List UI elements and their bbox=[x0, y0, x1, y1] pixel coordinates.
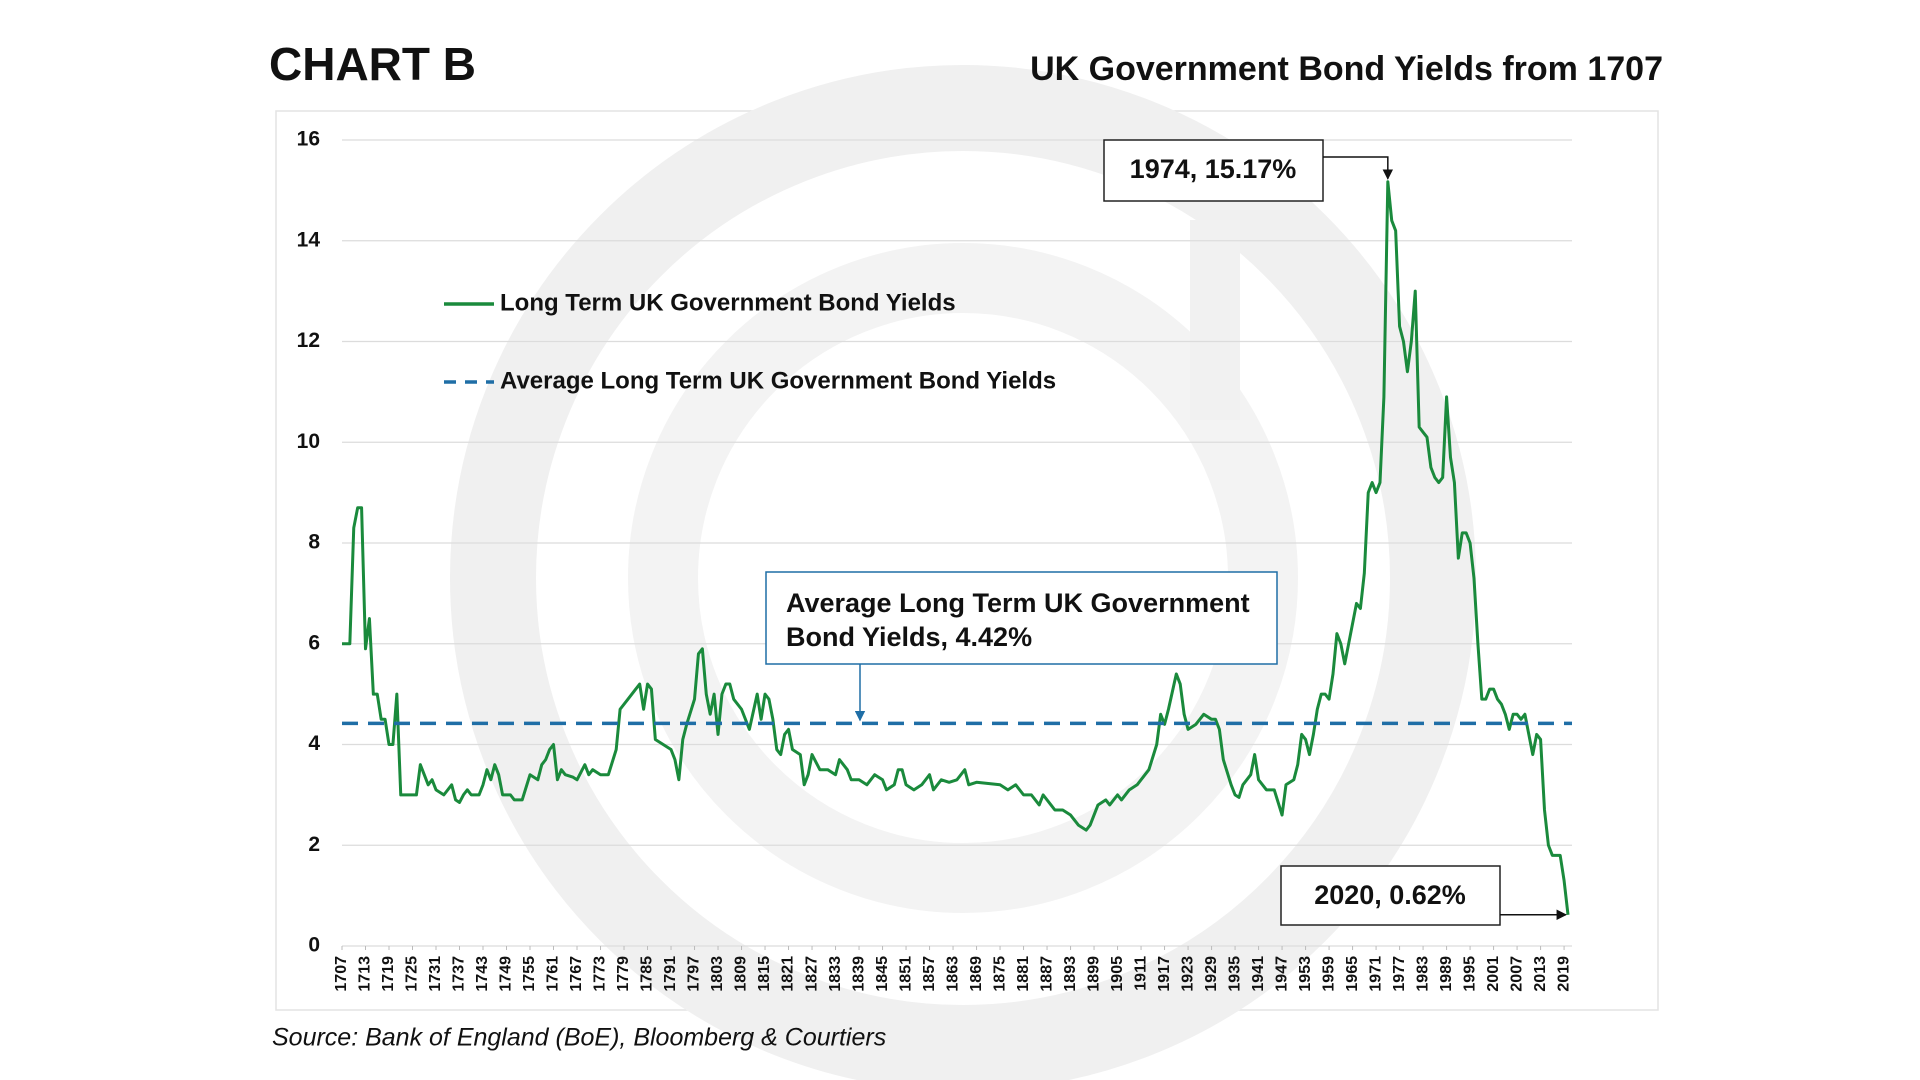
x-tick-label: 1917 bbox=[1156, 956, 1173, 992]
y-tick-label: 8 bbox=[308, 531, 320, 554]
annotation-box bbox=[1103, 139, 1324, 202]
x-tick-label: 1833 bbox=[827, 956, 844, 992]
x-tick-label: 1899 bbox=[1085, 956, 1102, 992]
y-tick-label: 0 bbox=[308, 934, 320, 957]
y-tick-label: 14 bbox=[297, 228, 321, 251]
x-tick-label: 2019 bbox=[1555, 956, 1572, 992]
x-tick-label: 1959 bbox=[1320, 956, 1337, 992]
x-tick-label: 1797 bbox=[686, 956, 703, 992]
annotation-arrow bbox=[1323, 156, 1394, 180]
x-tick-label: 1851 bbox=[897, 956, 914, 992]
chart-label: CHART B bbox=[269, 38, 476, 90]
y-tick-label: 16 bbox=[297, 128, 320, 151]
x-tick-label: 1983 bbox=[1414, 956, 1431, 992]
series-line bbox=[342, 180, 1570, 915]
annotation-box bbox=[1280, 865, 1501, 926]
y-tick-label: 4 bbox=[308, 732, 320, 755]
x-tick-label: 1905 bbox=[1109, 956, 1126, 992]
x-tick-label: 1839 bbox=[850, 956, 867, 992]
legend-label: Average Long Term UK Government Bond Yie… bbox=[500, 367, 1056, 394]
x-tick-label: 2007 bbox=[1508, 956, 1525, 992]
x-tick-label: 1977 bbox=[1391, 956, 1408, 992]
x-tick-label: 2013 bbox=[1532, 956, 1549, 992]
x-tick-label: 1809 bbox=[733, 956, 750, 992]
x-tick-label: 1725 bbox=[404, 956, 421, 992]
y-tick-label: 6 bbox=[308, 631, 320, 654]
y-tick-label: 2 bbox=[308, 833, 320, 856]
annotation-label: 1974, 15.17% bbox=[1130, 154, 1297, 184]
x-tick-label: 1803 bbox=[709, 956, 726, 992]
x-tick-label: 1935 bbox=[1226, 956, 1243, 992]
legend-label: Long Term UK Government Bond Yields bbox=[500, 289, 956, 316]
x-tick-label: 1761 bbox=[545, 956, 562, 992]
x-tick-label: 1965 bbox=[1344, 956, 1361, 992]
x-tick-label: 1785 bbox=[639, 956, 656, 992]
chart-title: UK Government Bond Yields from 1707 bbox=[1030, 50, 1663, 88]
x-tick-label: 1743 bbox=[474, 956, 491, 992]
x-tick-label: 1815 bbox=[756, 956, 773, 992]
x-tick-label: 1863 bbox=[944, 956, 961, 992]
annotation-box bbox=[765, 571, 1278, 665]
x-tick-label: 1827 bbox=[803, 956, 820, 992]
x-tick-label: 1947 bbox=[1273, 956, 1290, 992]
x-tick-label: 1755 bbox=[521, 956, 538, 992]
x-tick-label: 2001 bbox=[1485, 956, 1502, 992]
x-tick-label: 1869 bbox=[968, 956, 985, 992]
x-tick-label: 1767 bbox=[568, 956, 585, 992]
annotation-label: Average Long Term UK Government bbox=[786, 588, 1250, 618]
x-tick-label: 1875 bbox=[991, 956, 1008, 992]
x-tick-label: 1941 bbox=[1250, 956, 1267, 992]
x-tick-label: 1887 bbox=[1038, 956, 1055, 992]
x-tick-label: 1773 bbox=[592, 956, 609, 992]
x-tick-label: 1953 bbox=[1297, 956, 1314, 992]
labels: 0 2 4 6 8 10 12 14 16 1707 1713 1719 1725 1731 1737 174… bbox=[297, 128, 1573, 992]
marks bbox=[342, 180, 1572, 915]
y-tick-label: 12 bbox=[297, 329, 320, 352]
x-tick-label: 1779 bbox=[615, 956, 632, 992]
x-tick-label: 1719 bbox=[380, 956, 397, 992]
x-tick-label: 1731 bbox=[427, 956, 444, 992]
x-tick-label: 1923 bbox=[1179, 956, 1196, 992]
x-tick-label: 1893 bbox=[1062, 956, 1079, 992]
source: Source: Bank of England (BoE), Bloomberg… bbox=[272, 1024, 886, 1052]
x-tick-label: 1749 bbox=[498, 956, 515, 992]
x-tick-label: 1707 bbox=[333, 956, 350, 992]
x-tick-label: 1713 bbox=[357, 956, 374, 992]
x-tick-label: 1791 bbox=[662, 956, 679, 992]
annotation-label: Bond Yields, 4.42% bbox=[786, 622, 1032, 652]
x-tick-label: 1845 bbox=[874, 956, 891, 992]
annotation-label: 2020, 0.62% bbox=[1314, 880, 1466, 910]
x-tick-label: 1857 bbox=[921, 956, 938, 992]
x-tick-label: 1929 bbox=[1203, 956, 1220, 992]
y-tick-label: 10 bbox=[297, 430, 320, 453]
x-tick-label: 1989 bbox=[1438, 956, 1455, 992]
x-tick-label: 1971 bbox=[1367, 956, 1384, 992]
x-tick-label: 1821 bbox=[780, 956, 797, 992]
x-tick-label: 1737 bbox=[451, 956, 468, 992]
x-tick-label: 1995 bbox=[1461, 956, 1478, 992]
x-tick-label: 1881 bbox=[1015, 956, 1032, 992]
x-tick-label: 1911 bbox=[1132, 956, 1149, 991]
